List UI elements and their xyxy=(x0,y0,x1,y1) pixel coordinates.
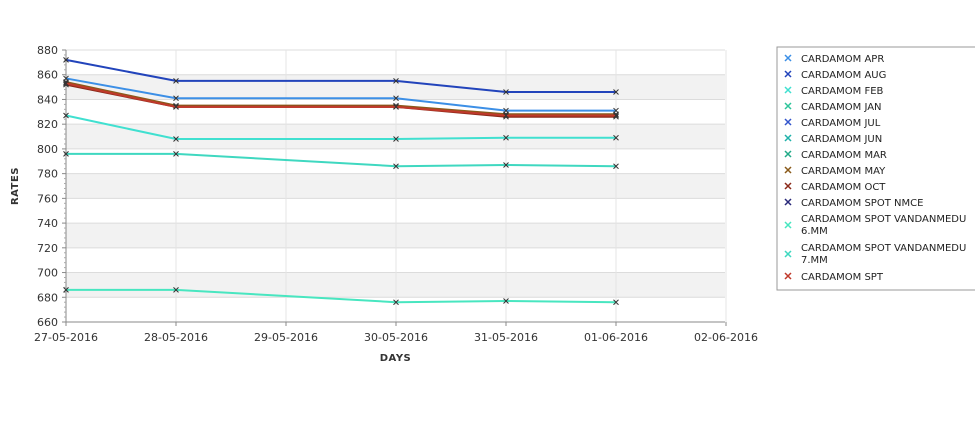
data-point xyxy=(393,163,399,170)
data-point xyxy=(503,134,509,141)
legend: CARDAMOM APR CARDAMOM AUG CARDAMOM FEB CARD… xyxy=(776,46,975,291)
legend-marker xyxy=(784,102,792,110)
data-point xyxy=(173,151,179,157)
legend-marker xyxy=(784,182,792,190)
legend-marker xyxy=(784,54,792,62)
legend-label-12: CARDAMOM SPT xyxy=(801,272,884,283)
y-tick-label: 860 xyxy=(37,69,58,82)
data-point xyxy=(393,104,399,110)
legend-marker xyxy=(784,150,792,158)
legend-marker xyxy=(784,86,792,94)
y-tick-label: 880 xyxy=(37,44,58,57)
data-point xyxy=(63,287,69,293)
legend-marker xyxy=(784,198,792,206)
data-point xyxy=(173,287,179,293)
data-point xyxy=(613,89,619,95)
axes: 660 680 700 720 740 760 780 800 820 840 860 880 27-0… xyxy=(34,44,758,344)
data-point xyxy=(173,95,179,102)
y-tick-label: 700 xyxy=(37,267,58,280)
y-tick-label: 840 xyxy=(37,93,58,106)
legend-label-6: CARDAMOM MAR xyxy=(801,150,887,161)
legend-label-9: CARDAMOM SPOT NMCE xyxy=(801,198,923,209)
data-point xyxy=(613,299,619,306)
legend-label-3: CARDAMOM JAN xyxy=(801,102,882,113)
legend-box xyxy=(776,46,975,291)
x-tick-label: 27-05-2016 xyxy=(34,331,98,344)
legend-label-10: CARDAMOM SPOT VANDANMEDU 6.MM xyxy=(801,214,966,237)
y-tick-label: 740 xyxy=(37,217,58,230)
x-tick-label: 29-05-2016 xyxy=(254,331,318,344)
data-point xyxy=(63,57,69,63)
legend-label-4: CARDAMOM JUL xyxy=(801,118,881,129)
legend-label-2: CARDAMOM FEB xyxy=(801,86,884,97)
x-axis-title: DAYS xyxy=(380,353,412,364)
data-point xyxy=(503,298,509,304)
series-2 xyxy=(63,112,619,142)
data-point xyxy=(393,78,399,84)
legend-marker xyxy=(784,118,792,126)
x-tick-label: 01-06-2016 xyxy=(584,331,648,344)
data-point xyxy=(393,95,399,102)
y-tick-label: 720 xyxy=(37,242,58,255)
data-point xyxy=(613,112,619,119)
legend-marker xyxy=(784,221,792,229)
data-point xyxy=(63,151,69,157)
series-layer xyxy=(63,57,619,306)
x-tick-label: 28-05-2016 xyxy=(144,331,208,344)
data-point xyxy=(63,112,69,119)
y-tick-label: 760 xyxy=(37,192,58,205)
y-tick-label: 660 xyxy=(37,316,58,329)
y-axis-title: RATES xyxy=(10,167,21,205)
series-10 xyxy=(63,287,619,306)
series-11 xyxy=(63,151,619,170)
y-tick-label: 800 xyxy=(37,143,58,156)
x-tick-label: 31-05-2016 xyxy=(474,331,538,344)
data-point xyxy=(173,136,179,142)
legend-label-5: CARDAMOM JUN xyxy=(801,134,882,145)
data-point xyxy=(503,89,509,95)
legend-label-11: CARDAMOM SPOT VANDANMEDU 7.MM xyxy=(801,243,966,266)
data-point xyxy=(63,80,69,87)
legend-marker xyxy=(784,272,792,280)
legend-marker xyxy=(784,134,792,142)
x-tick-label: 02-06-2016 xyxy=(694,331,758,344)
data-point xyxy=(503,112,509,119)
series-1 xyxy=(63,57,619,95)
data-point xyxy=(503,162,509,168)
legend-label-7: CARDAMOM MAY xyxy=(801,166,886,177)
y-tick-label: 820 xyxy=(37,118,58,131)
legend-marker xyxy=(784,166,792,174)
data-point xyxy=(393,299,399,306)
data-point xyxy=(173,78,179,84)
legend-label-0: CARDAMOM APR xyxy=(801,54,884,65)
data-point xyxy=(173,104,179,110)
y-tick-label: 780 xyxy=(37,168,58,181)
data-point xyxy=(613,163,619,170)
x-tick-label: 30-05-2016 xyxy=(364,331,428,344)
y-tick-label: 680 xyxy=(37,291,58,304)
data-point xyxy=(393,136,399,142)
legend-marker xyxy=(784,70,792,78)
series-12 xyxy=(63,80,619,119)
legend-label-1: CARDAMOM AUG xyxy=(801,70,886,81)
data-point xyxy=(613,134,619,141)
legend-label-8: CARDAMOM OCT xyxy=(801,182,886,193)
legend-marker xyxy=(784,250,792,258)
